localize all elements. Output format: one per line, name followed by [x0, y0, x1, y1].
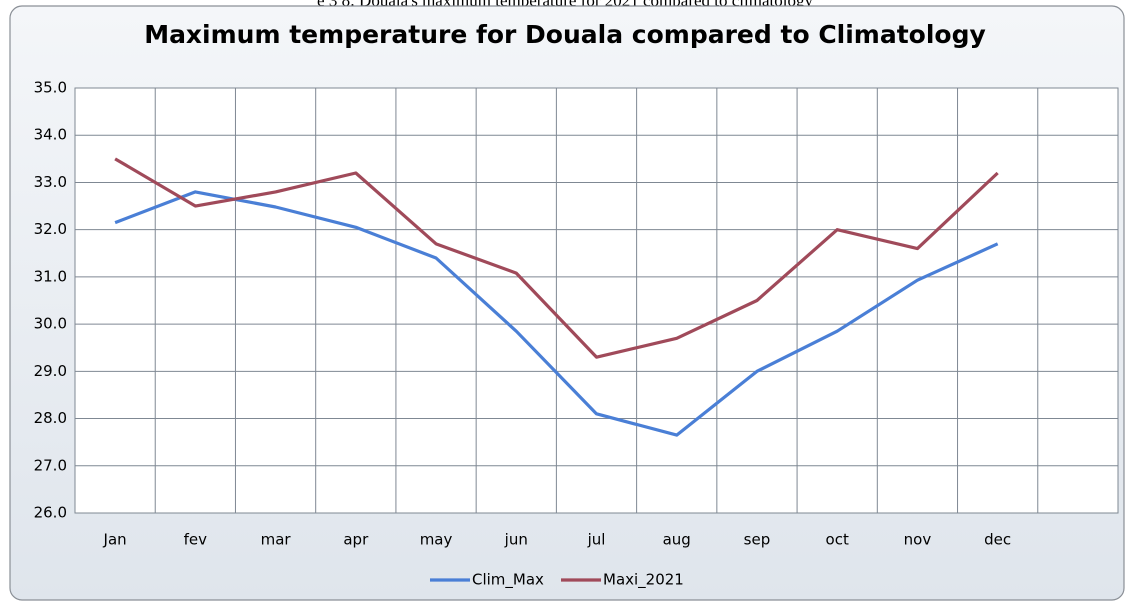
- y-tick-label: 26.0: [34, 504, 67, 522]
- y-tick-label: 28.0: [34, 409, 67, 427]
- y-tick-label: 30.0: [34, 315, 67, 333]
- x-tick-label: Jan: [103, 531, 127, 549]
- series-line: [114, 157, 999, 359]
- x-tick-label: fev: [184, 531, 208, 549]
- x-tick-label: dec: [984, 531, 1011, 549]
- x-tick-label: aug: [663, 531, 691, 549]
- x-tick-label: oct: [826, 531, 849, 549]
- x-tick-label: nov: [904, 531, 932, 549]
- x-tick-label: apr: [343, 531, 369, 549]
- y-tick-label: 29.0: [34, 362, 67, 380]
- series-line: [114, 190, 999, 437]
- y-tick-label: 34.0: [34, 126, 67, 144]
- x-tick-label: jul: [587, 531, 606, 549]
- y-tick-label: 33.0: [34, 173, 67, 191]
- legend-label: Maxi_2021: [603, 571, 684, 590]
- x-tick-label: jun: [504, 531, 528, 549]
- y-tick-label: 32.0: [34, 220, 67, 238]
- y-tick-label: 31.0: [34, 267, 67, 285]
- y-tick-label: 35.0: [34, 79, 67, 97]
- x-tick-label: sep: [744, 531, 771, 549]
- x-tick-label: may: [420, 531, 453, 549]
- legend-label: Clim_Max: [472, 571, 544, 590]
- caption: e 3 8: Douala's maximum temperature for …: [317, 0, 813, 10]
- chart-title: Maximum temperature for Douala compared …: [144, 20, 986, 49]
- y-tick-label: 27.0: [34, 456, 67, 474]
- x-tick-label: mar: [261, 531, 292, 549]
- plot-area: [74, 87, 1119, 514]
